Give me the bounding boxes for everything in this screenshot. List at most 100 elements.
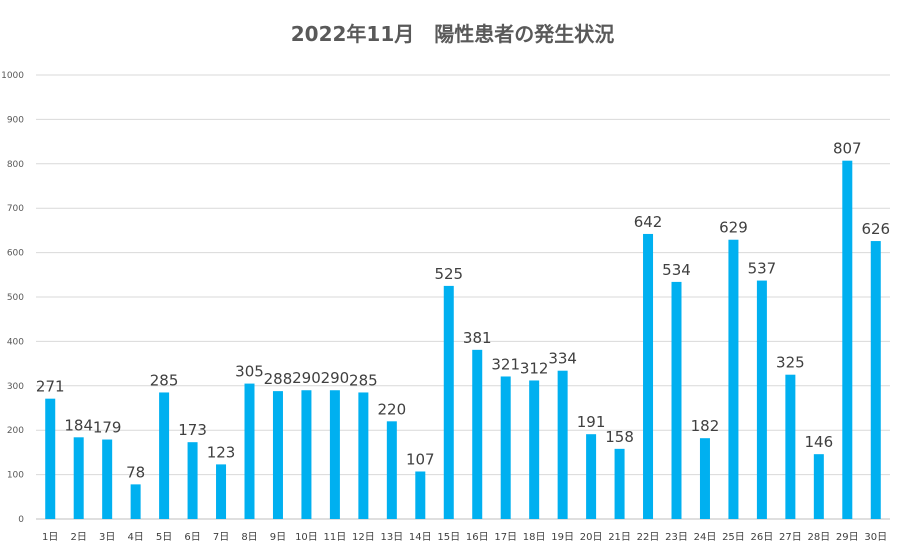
bar (472, 349, 483, 519)
data-label: 285 (150, 371, 179, 389)
data-label: 78 (126, 463, 145, 481)
x-tick-label: 14日 (409, 532, 432, 543)
data-label: 334 (548, 350, 577, 368)
bar (529, 380, 540, 519)
data-label: 220 (378, 400, 407, 418)
y-tick-label: 200 (7, 426, 24, 436)
x-tick-label: 28日 (807, 532, 830, 543)
data-label: 290 (321, 369, 350, 387)
bar (187, 442, 198, 519)
chart-title: 2022年11月 陽性患者の発生状況 (290, 22, 615, 46)
x-tick-label: 2日 (71, 532, 87, 543)
x-tick-label: 29日 (836, 532, 859, 543)
bar (671, 281, 682, 519)
data-label: 325 (776, 354, 805, 372)
bar (415, 471, 426, 519)
x-tick-label: 25日 (722, 532, 745, 543)
bar (329, 390, 340, 519)
bar (244, 383, 255, 519)
x-tick-label: 20日 (580, 532, 603, 543)
y-tick-label: 100 (7, 471, 24, 481)
data-label: 123 (207, 443, 236, 461)
data-label: 525 (434, 265, 463, 283)
x-tick-label: 7日 (213, 532, 229, 543)
x-tick-label: 10日 (295, 532, 318, 543)
x-axis-ticks: 1日 2日 3日 4日 5日 6日 7日 8日 9日 10日 11日 12日 13日 14日 15日 16日 1… (42, 532, 887, 543)
x-tick-label: 26日 (751, 532, 774, 543)
y-tick-label: 0 (18, 515, 24, 525)
x-tick-label: 5日 (156, 532, 172, 543)
y-tick-label: 1000 (1, 71, 24, 81)
data-label: 537 (748, 260, 777, 278)
bar (358, 392, 369, 519)
bar (102, 439, 113, 519)
bar (130, 484, 141, 519)
data-label: 807 (833, 140, 862, 158)
bar (216, 464, 227, 519)
y-tick-label: 600 (7, 249, 24, 259)
data-label: 642 (634, 213, 663, 231)
y-tick-label: 500 (7, 293, 24, 303)
y-tick-label: 400 (7, 337, 24, 347)
bar (73, 437, 84, 519)
bar (557, 370, 568, 519)
data-label: 321 (491, 355, 520, 373)
data-label: 305 (235, 363, 264, 381)
x-tick-label: 27日 (779, 532, 802, 543)
bar (756, 280, 767, 519)
data-label: 271 (36, 378, 65, 396)
x-tick-label: 15日 (437, 532, 460, 543)
data-label: 146 (805, 433, 834, 451)
bar (643, 233, 654, 519)
bar (586, 434, 597, 519)
x-tick-label: 4日 (127, 532, 143, 543)
data-label: 288 (264, 370, 293, 388)
x-tick-label: 16日 (466, 532, 489, 543)
data-label: 290 (292, 369, 321, 387)
data-label: 158 (605, 428, 634, 446)
x-tick-label: 3日 (99, 532, 115, 543)
y-axis-ticks: 0 100 200 300 400 500 600 700 800 900 1000 (1, 71, 24, 525)
data-label: 626 (861, 220, 890, 238)
bar (614, 448, 625, 519)
data-label: 381 (463, 329, 492, 347)
x-tick-label: 23日 (665, 532, 688, 543)
data-label: 534 (662, 261, 691, 279)
bar (728, 239, 739, 519)
bar (699, 438, 710, 519)
data-label: 173 (178, 421, 207, 439)
x-tick-label: 22日 (637, 532, 660, 543)
data-label: 107 (406, 450, 435, 468)
x-tick-label: 18日 (523, 532, 546, 543)
bar (159, 392, 170, 519)
x-tick-label: 13日 (380, 532, 403, 543)
data-label: 285 (349, 371, 378, 389)
bar (443, 285, 454, 519)
x-tick-label: 11日 (324, 532, 347, 543)
x-tick-label: 8日 (241, 532, 257, 543)
x-tick-label: 17日 (494, 532, 517, 543)
y-tick-label: 800 (7, 160, 24, 170)
x-tick-label: 24日 (694, 532, 717, 543)
data-label: 191 (577, 413, 606, 431)
bar (272, 391, 283, 519)
x-tick-label: 19日 (551, 532, 574, 543)
bar (386, 421, 397, 519)
x-tick-label: 1日 (42, 532, 58, 543)
y-tick-label: 300 (7, 382, 24, 392)
data-label: 184 (64, 416, 93, 434)
x-tick-label: 12日 (352, 532, 375, 543)
data-label: 629 (719, 219, 748, 237)
bar (785, 374, 796, 519)
x-tick-label: 6日 (184, 532, 200, 543)
data-label: 179 (93, 419, 122, 437)
bar (842, 160, 853, 519)
bar (500, 376, 511, 519)
data-label: 182 (691, 417, 720, 435)
bar (813, 454, 824, 519)
bar (870, 241, 881, 519)
bar (45, 398, 56, 519)
